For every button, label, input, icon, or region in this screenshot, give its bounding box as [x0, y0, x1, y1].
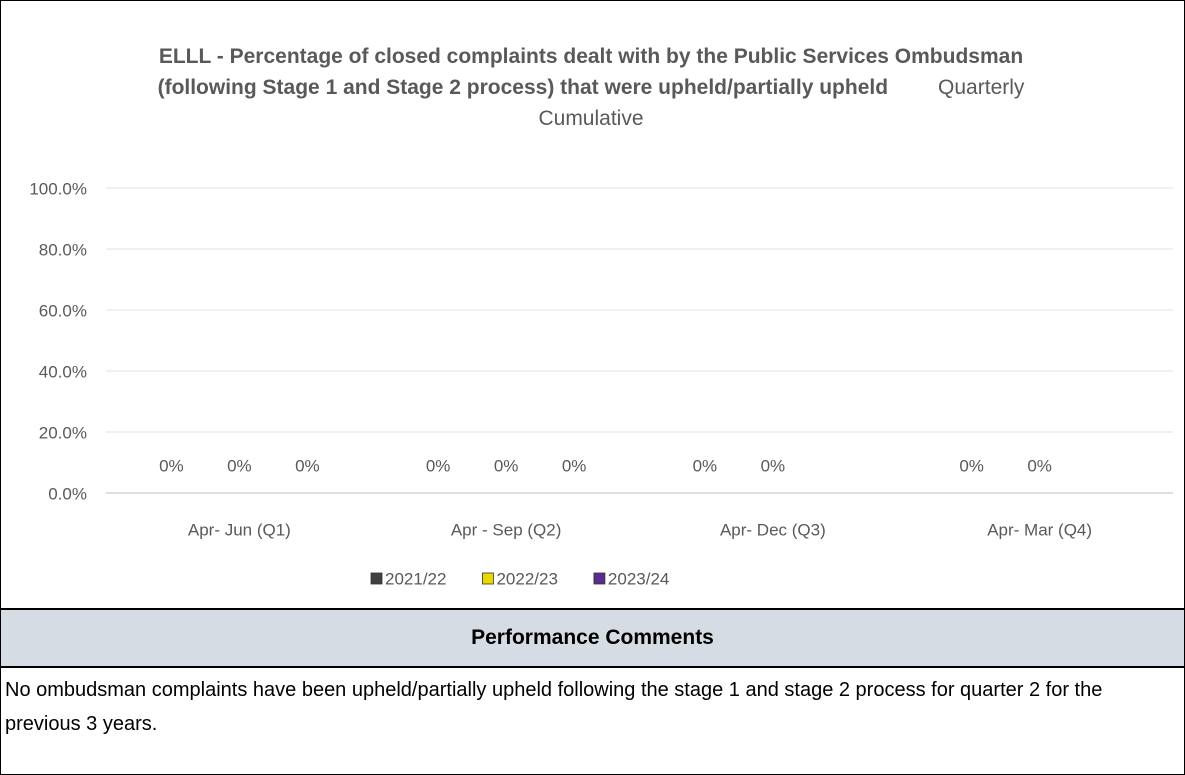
data-label: 0%: [1027, 456, 1052, 475]
y-tick-label: 0.0%: [48, 484, 87, 503]
legend-swatch: [593, 572, 606, 585]
x-tick-label: Apr - Sep (Q2): [451, 520, 562, 539]
legend-label: 2023/24: [608, 569, 669, 588]
y-tick-label: 80.0%: [39, 240, 87, 259]
x-tick-label: Apr- Dec (Q3): [720, 520, 826, 539]
data-label: 0%: [693, 456, 718, 475]
x-tick-label: Apr- Jun (Q1): [188, 520, 291, 539]
comments-title: Performance Comments: [1, 608, 1184, 668]
data-label: 0%: [426, 456, 451, 475]
chart-title: ELLL - Percentage of closed complaints d…: [157, 45, 1024, 99]
chart-title-block: ELLL - Percentage of closed complaints d…: [131, 41, 1051, 134]
y-tick-label: 20.0%: [39, 423, 87, 442]
data-label: 0%: [959, 456, 984, 475]
chart-subtitle: Quarterly Cumulative: [538, 76, 1025, 130]
data-label: 0%: [159, 456, 184, 475]
data-label: 0%: [562, 456, 587, 475]
data-label: 0%: [494, 456, 519, 475]
y-tick-label: 60.0%: [39, 301, 87, 320]
legend-swatch: [370, 572, 383, 585]
comments-text: No ombudsman complaints have been upheld…: [5, 679, 1103, 735]
data-label: 0%: [227, 456, 252, 475]
legend-swatch: [482, 572, 494, 585]
legend-label: 2022/23: [496, 569, 557, 588]
data-label: 0%: [295, 456, 320, 475]
legend-label: 2021/22: [385, 569, 446, 588]
data-label: 0%: [761, 456, 786, 475]
y-tick-label: 100.0%: [29, 179, 87, 198]
y-tick-label: 40.0%: [39, 362, 87, 381]
x-tick-label: Apr- Mar (Q4): [987, 520, 1092, 539]
chart: 0.0% 20.0% 40.0% 60.0% 80.0% 100.0% Apr- Jun (…: [29, 179, 1173, 588]
